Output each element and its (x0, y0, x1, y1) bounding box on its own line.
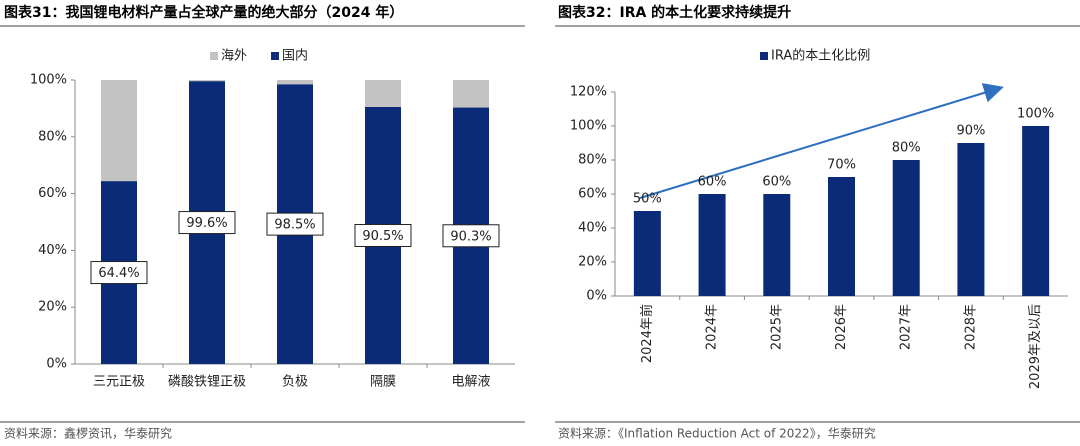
data-label: 70% (827, 158, 856, 173)
y-tick-label: 20% (578, 255, 607, 270)
legend-swatch (760, 52, 768, 60)
data-label: 90.3% (450, 229, 491, 244)
source: 资料来源：《Inflation Reduction Act of 2022》，华… (558, 426, 876, 441)
data-label: 60% (762, 175, 791, 190)
legend-swatch (271, 52, 280, 60)
data-label: 90% (956, 124, 985, 139)
bar (698, 194, 726, 296)
x-tick-label: 磷酸铁锂正极 (168, 375, 246, 390)
bar (763, 194, 791, 296)
bar (189, 80, 225, 82)
data-label: 90.5% (362, 229, 403, 244)
data-label-box (442, 224, 500, 248)
y-tick-label: 0% (586, 289, 607, 304)
x-tick-label: 隔膜 (370, 375, 396, 390)
y-tick-label: 80% (38, 129, 67, 144)
source: 资料来源：鑫椤资讯，华泰研究 (4, 426, 172, 441)
y-tick-label: 120% (570, 85, 607, 100)
y-tick-label: 100% (570, 119, 607, 134)
y-tick-label: 60% (578, 187, 607, 202)
y-tick-label: 0% (46, 357, 67, 372)
data-label: 60% (698, 175, 727, 190)
data-label-box (178, 211, 236, 235)
legend-swatch (210, 52, 218, 60)
y-tick-label: 100% (30, 73, 67, 88)
y-tick-label: 80% (578, 153, 607, 168)
data-label: 50% (633, 192, 662, 207)
data-label: 100% (1017, 107, 1054, 122)
data-label: 80% (892, 141, 921, 156)
x-tick-label: 2025年 (769, 304, 784, 350)
data-label-box (90, 261, 148, 285)
x-tick-label: 2024年 (705, 304, 720, 350)
x-tick-label: 电解液 (451, 375, 490, 390)
legend-label: IRA的本土化比例 (771, 48, 870, 64)
x-tick-label: 2026年 (834, 304, 849, 350)
data-label-box (354, 223, 412, 247)
y-tick-label: 60% (38, 186, 67, 201)
y-tick-label: 20% (38, 300, 67, 315)
bar (892, 160, 920, 296)
data-label-box (266, 212, 324, 236)
legend-label: 海外 (221, 49, 247, 64)
x-tick-label: 2024年前 (639, 304, 655, 363)
data-label: 64.4% (98, 266, 139, 281)
x-tick-label: 2028年 (963, 304, 978, 350)
x-tick-label: 负极 (282, 375, 308, 390)
bar (633, 211, 661, 296)
y-tick-label: 40% (38, 243, 67, 258)
x-tick-label: 2027年 (899, 304, 914, 350)
bar (957, 143, 985, 296)
x-tick-label: 三元正极 (93, 375, 145, 390)
bar (1022, 126, 1050, 296)
bar (453, 80, 489, 108)
trend-arrow (639, 83, 1004, 199)
bar (365, 80, 401, 107)
data-label: 99.6% (186, 216, 227, 231)
legend-label: 国内 (282, 48, 308, 64)
chart-title: 图表32：IRA 的本土化要求持续提升 (558, 4, 791, 21)
x-tick-label: 2029年及以后 (1028, 304, 1043, 389)
y-tick-label: 40% (578, 221, 607, 236)
data-label: 98.5% (274, 218, 315, 233)
bar (101, 80, 137, 182)
bar (277, 80, 313, 85)
bar (828, 177, 855, 296)
chart-title: 图表31：我国锂电材料产量占全球产量的绝大部分（2024 年） (4, 4, 403, 21)
